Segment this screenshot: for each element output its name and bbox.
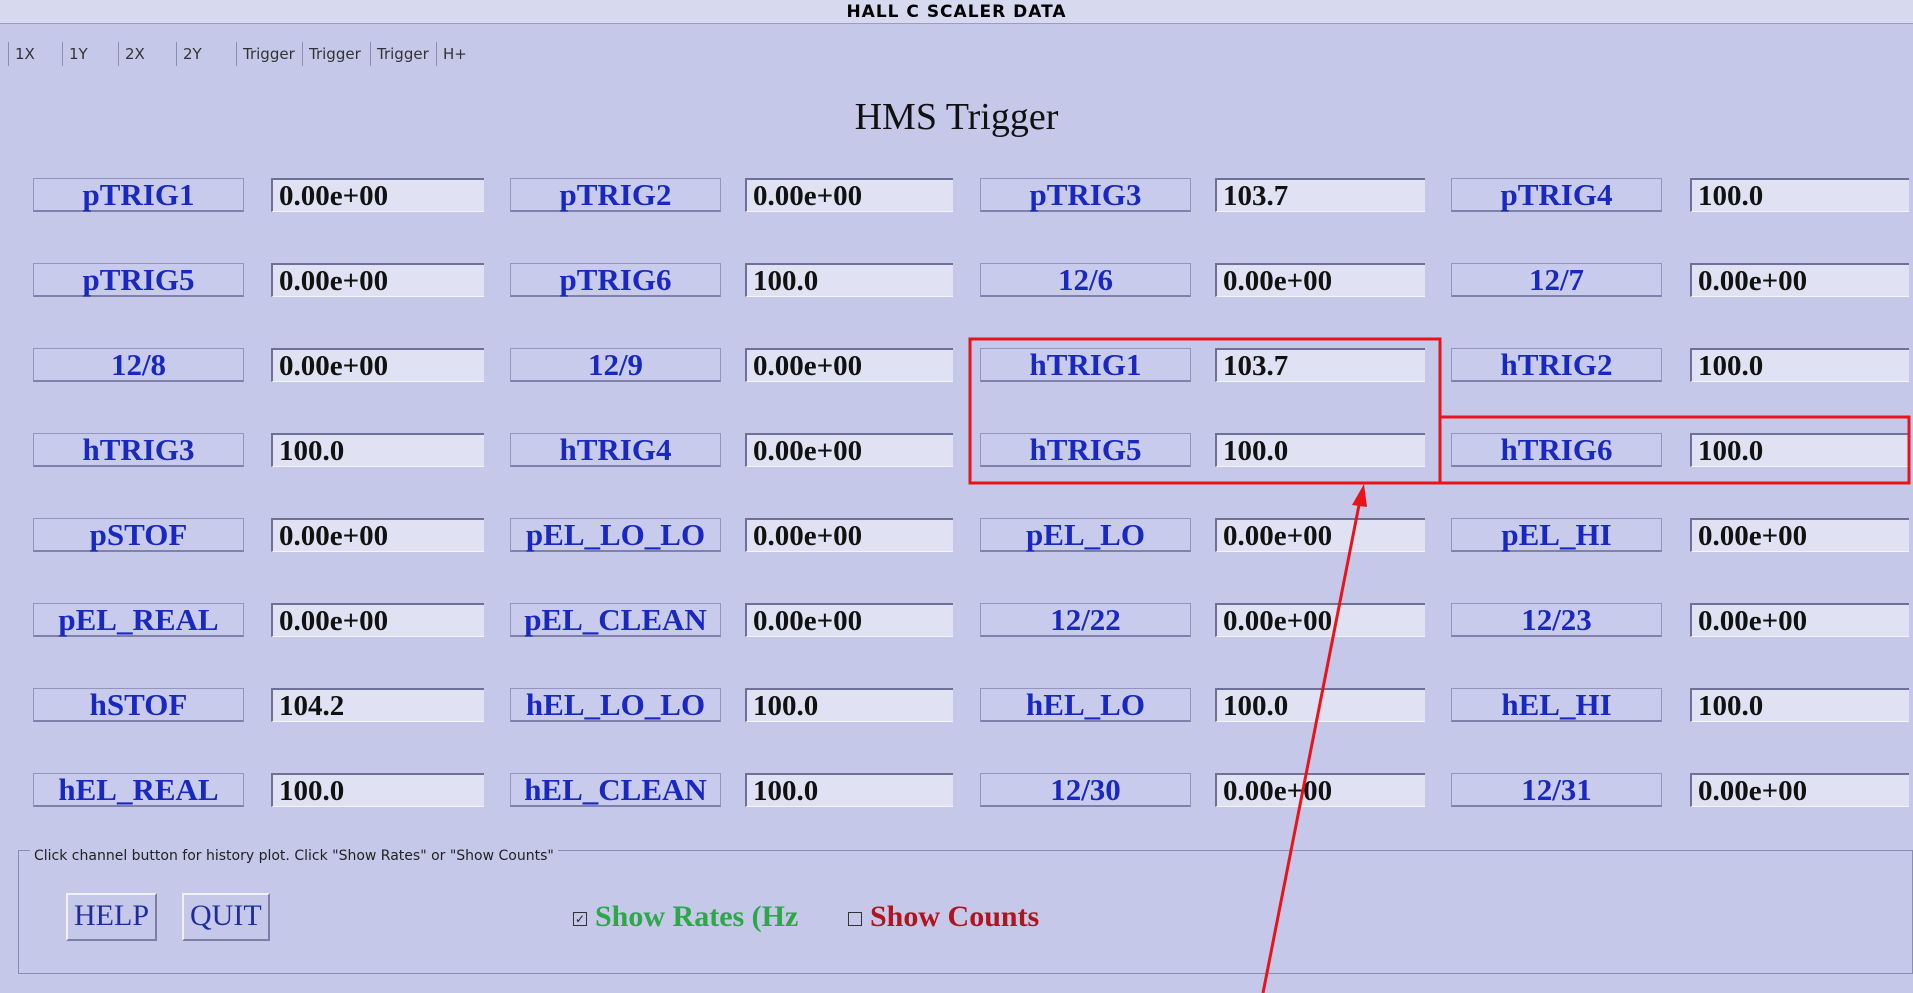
- channel-value: 0.00e+00: [745, 178, 953, 212]
- tab[interactable]: 1Y: [62, 42, 94, 66]
- tab[interactable]: 1X: [8, 42, 41, 66]
- channel-value: 0.00e+00: [271, 178, 484, 212]
- tab[interactable]: H+: [436, 42, 473, 66]
- channel-value: 104.2: [271, 688, 484, 722]
- checkbox-box[interactable]: [848, 912, 862, 927]
- channel-button[interactable]: pEL_CLEAN: [510, 603, 721, 637]
- channel-value: 0.00e+00: [271, 348, 484, 382]
- tab[interactable]: 2X: [118, 42, 151, 66]
- checkbox[interactable]: ✓ Show Rates (Hz: [573, 898, 798, 936]
- channel-value: 0.00e+00: [1690, 518, 1909, 552]
- window-title: HALL C SCALER DATA: [0, 0, 1913, 24]
- channel-button[interactable]: 12/7: [1451, 263, 1662, 297]
- channel-button[interactable]: hTRIG6: [1451, 433, 1662, 467]
- channel-value: 0.00e+00: [1690, 603, 1909, 637]
- channel-value: 0.00e+00: [745, 603, 953, 637]
- channel-button[interactable]: hTRIG3: [33, 433, 244, 467]
- channel-value: 0.00e+00: [271, 263, 484, 297]
- channel-button[interactable]: pTRIG3: [980, 178, 1191, 212]
- channel-value: 0.00e+00: [745, 348, 953, 382]
- channel-value: 100.0: [745, 688, 953, 722]
- channel-button[interactable]: hTRIG2: [1451, 348, 1662, 382]
- tab[interactable]: Trigger: [236, 42, 301, 66]
- channel-value: 100.0: [745, 773, 953, 807]
- button[interactable]: HELP: [66, 893, 157, 941]
- channel-button[interactable]: 12/30: [980, 773, 1191, 807]
- channel-button[interactable]: pTRIG4: [1451, 178, 1662, 212]
- channel-button[interactable]: hEL_HI: [1451, 688, 1662, 722]
- channel-value: 0.00e+00: [1215, 603, 1425, 637]
- tab[interactable]: Trigger: [302, 42, 367, 66]
- checkbox-label: Show Rates (Hz: [595, 900, 799, 933]
- channel-value: 100.0: [1690, 688, 1909, 722]
- heading: HMS Trigger: [854, 96, 1059, 138]
- channel-button[interactable]: pEL_HI: [1451, 518, 1662, 552]
- channel-button[interactable]: pTRIG5: [33, 263, 244, 297]
- channel-value: 103.7: [1215, 348, 1425, 382]
- channel-button[interactable]: 12/31: [1451, 773, 1662, 807]
- channel-button[interactable]: hEL_LO_LO: [510, 688, 721, 722]
- channel-value: 0.00e+00: [1215, 518, 1425, 552]
- channel-button[interactable]: pSTOF: [33, 518, 244, 552]
- channel-button[interactable]: 12/22: [980, 603, 1191, 637]
- channel-button[interactable]: 12/9: [510, 348, 721, 382]
- checkbox-label: Show Counts: [870, 900, 1040, 933]
- channel-button[interactable]: hEL_CLEAN: [510, 773, 721, 807]
- channel-value: 100.0: [1690, 433, 1909, 467]
- channel-button[interactable]: pTRIG1: [33, 178, 244, 212]
- channel-button[interactable]: hTRIG1: [980, 348, 1191, 382]
- channel-value: 100.0: [1215, 433, 1425, 467]
- channel-button[interactable]: pEL_REAL: [33, 603, 244, 637]
- channel-button[interactable]: pTRIG2: [510, 178, 721, 212]
- channel-button[interactable]: hSTOF: [33, 688, 244, 722]
- channel-button[interactable]: pTRIG6: [510, 263, 721, 297]
- channel-value: 100.0: [271, 773, 484, 807]
- checkbox-box[interactable]: ✓: [573, 912, 587, 927]
- channel-value: 0.00e+00: [1690, 263, 1909, 297]
- channel-value: 100.0: [271, 433, 484, 467]
- channel-value: 100.0: [1690, 348, 1909, 382]
- channel-value: 0.00e+00: [1215, 773, 1425, 807]
- channel-button[interactable]: hTRIG4: [510, 433, 721, 467]
- channel-value: 100.0: [745, 263, 953, 297]
- channel-value: 0.00e+00: [745, 433, 953, 467]
- channel-value: 100.0: [1215, 688, 1425, 722]
- channel-button[interactable]: hEL_REAL: [33, 773, 244, 807]
- channel-button[interactable]: 12/6: [980, 263, 1191, 297]
- channel-value: 103.7: [1215, 178, 1425, 212]
- channel-value: 100.0: [1690, 178, 1909, 212]
- channel-button[interactable]: 12/8: [33, 348, 244, 382]
- button[interactable]: QUIT: [182, 893, 270, 941]
- channel-button[interactable]: hEL_LO: [980, 688, 1191, 722]
- arrow-head: [1352, 484, 1367, 507]
- tab[interactable]: 2Y: [176, 42, 208, 66]
- channel-button[interactable]: hTRIG5: [980, 433, 1191, 467]
- group-label: Click channel button for history plot. C…: [30, 848, 558, 864]
- channel-value: 0.00e+00: [1215, 263, 1425, 297]
- channel-value: 0.00e+00: [271, 518, 484, 552]
- checkbox[interactable]: Show Counts: [848, 898, 1039, 936]
- tab[interactable]: Trigger: [370, 42, 435, 66]
- channel-button[interactable]: pEL_LO_LO: [510, 518, 721, 552]
- channel-button[interactable]: pEL_LO: [980, 518, 1191, 552]
- channel-value: 0.00e+00: [745, 518, 953, 552]
- channel-button[interactable]: 12/23: [1451, 603, 1662, 637]
- channel-value: 0.00e+00: [271, 603, 484, 637]
- channel-value: 0.00e+00: [1690, 773, 1909, 807]
